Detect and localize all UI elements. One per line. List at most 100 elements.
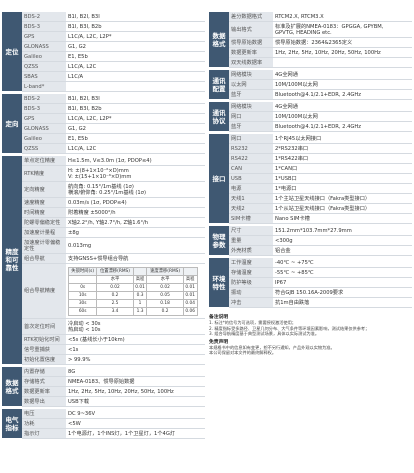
spec-row: 环境特性 工作温度 -40℃ ~ +75℃ xyxy=(209,258,412,308)
row-value: 1*USB口 xyxy=(273,173,412,184)
value-text: G1, G2 xyxy=(68,125,86,132)
spec-row: 数据格式 内置存储 8G xyxy=(2,367,205,407)
value-text: B1I, B2I, B3I xyxy=(68,13,100,20)
row-value: <1s xyxy=(66,344,205,355)
group-label: 数据格式 xyxy=(209,12,229,68)
spec-row: 网口 10M/100M以太网 xyxy=(209,111,412,122)
spec-row: 信号重捕获 <1s xyxy=(2,344,205,355)
value-text: ±8g xyxy=(68,229,79,236)
row-name: RTK初始化时间 xyxy=(22,334,66,345)
disclaimer-line: 本规格书中的信息如有变更，恕不另行通知，产品外观以实物为准。 xyxy=(209,345,335,351)
value-text: 1*USB口 xyxy=(275,175,297,182)
spec-row: 组合导航精度 失锁时间(s) 位置漂移(RMS) 速度漂移(RMS) 水平 高程 水平 高程 0… xyxy=(2,263,205,319)
gap-cell xyxy=(209,67,412,70)
spec-row: 陀螺零偏稳定性 X轴2.2°/h, Y轴2.7°/h, Z轴1.6°/h xyxy=(2,217,205,228)
row-value: 1*CAN口 xyxy=(273,163,412,174)
nav-cell: 3.4 xyxy=(96,306,134,316)
value-text: <5s (基线长小于10km) xyxy=(68,336,125,343)
row-name: 内置存储 xyxy=(22,367,66,377)
row-name: 加速度计量程 xyxy=(22,227,66,238)
row-name: 蓝牙 xyxy=(229,121,273,132)
row-value: L1C/A, L2C xyxy=(66,61,205,72)
row-value: B1I, B3I, B2b xyxy=(66,103,205,114)
value-text: 0.03m/s (1σ, PDOP≤4) xyxy=(68,199,127,206)
value-text: 4G全网通 xyxy=(275,71,298,78)
left-column: 定位 BDS-2 B1I, B2I, B3I BDS-3 B1I, B3I, B2b GP… xyxy=(2,12,205,441)
row-name: RTK精度 xyxy=(22,165,66,182)
row-name: BDS-3 xyxy=(22,21,66,32)
gap-cell xyxy=(209,99,412,102)
row-value: 1Hz, 2Hz, 5Hz, 10Hz, 20Hz, 50Hz, 100Hz xyxy=(273,47,412,58)
spec-body: 定位 BDS-2 B1I, B2I, B3I BDS-3 B1I, B3I, B2b GP… xyxy=(2,12,205,441)
value-text: DC 9~36V xyxy=(68,410,96,417)
row-name: 惯导原始数据 xyxy=(229,37,273,48)
group-gap xyxy=(2,153,205,156)
value-text: 151.2mm*103.7mm*27.9mm xyxy=(275,227,352,234)
value-line: 横滚/俯仰角: 0.25°/1m基线 (1σ) xyxy=(68,189,146,196)
nav-head-cell xyxy=(132,266,148,276)
row-value: -55℃ ~ +85℃ xyxy=(273,267,412,278)
spec-row: 以太网 10M/100M以太网 xyxy=(209,79,412,90)
value-text: L1C/A, L2C xyxy=(68,145,97,152)
spec-row: SIM卡槽 Nano SIM卡槽 xyxy=(209,213,412,224)
spec-row: 初始化置信度 > 99.9% xyxy=(2,354,205,365)
note-line: 3. 组合导航精度基于典型测试场景，具体以实际测试为准。 xyxy=(209,331,320,337)
notes-title: 备注说明 xyxy=(209,315,229,320)
value-line: V: ±(15+1×10⁻⁶×D)mm xyxy=(68,173,132,180)
spec-row: 加速度计零偏稳定性 0.013mg xyxy=(2,237,205,254)
row-value: 151.2mm*103.7mm*27.9mm xyxy=(273,226,412,236)
value-text: B1I, B3I, B2b xyxy=(68,105,102,112)
row-name: 网口 xyxy=(229,134,273,144)
spec-row: 通讯配置 网络模块 4G全网通 xyxy=(209,70,412,100)
row-name: 输出格式 xyxy=(229,21,273,38)
group-gap xyxy=(2,438,205,441)
spec-row: 数据格式 差分数据格式 RTCM2.X, RTCM3.X xyxy=(209,12,412,68)
spec-row: GPS L1C/A, L2C, L2P* xyxy=(2,113,205,124)
gap-cell xyxy=(2,364,205,367)
value-text: USB下载 xyxy=(68,398,90,405)
nav-cell: 1 xyxy=(132,298,148,308)
group-label: 电气指标 xyxy=(2,409,22,439)
nav-cell: 0.01 xyxy=(182,282,198,292)
row-name: 防护等级 xyxy=(229,277,273,288)
value-text: 1个从站卫星天线接口（Fakra类型接口） xyxy=(275,205,371,212)
spec-row: 天线1 1个主站卫星天线接口（Fakra类型接口） xyxy=(209,193,412,204)
spec-row: 振动 符合GJB 150.16A-2009要求 xyxy=(209,287,412,298)
spec-row: 电气指标 电压 DC 9~36V xyxy=(2,409,205,439)
spec-row: 指示灯 1个电源灯，1个INS灯，1个卫星灯，1个4G灯 xyxy=(2,428,205,439)
value-text: E1, E5b xyxy=(68,53,88,60)
group-gap xyxy=(2,406,205,409)
group-gap xyxy=(209,67,412,70)
value-text: 1Hz, 2Hz, 5Hz, 10Hz, 20Hz, 50Hz, 100Hz xyxy=(275,49,381,56)
spec-row: 组合导航 支持GNSS+惯导组合导航 xyxy=(2,253,205,264)
value-text: G1, G2 xyxy=(68,43,86,50)
value-text: > 99.9% xyxy=(68,356,91,363)
row-value: 10M/100M以太网 xyxy=(273,79,412,90)
spec-row: 存储温度 -55℃ ~ +85℃ xyxy=(209,267,412,278)
row-value: 冷启动 < 30s 热启动 < 10s xyxy=(66,318,205,335)
value-text: L1C/A xyxy=(68,73,84,80)
value-text: X轴2.2°/h, Y轴2.7°/h, Z轴1.6°/h xyxy=(68,219,149,226)
row-name: 工作温度 xyxy=(229,258,273,268)
group-label: 接口 xyxy=(209,134,229,224)
value-text: 8G xyxy=(68,368,76,375)
nav-cell: 1.3 xyxy=(132,306,148,316)
nav-head-cell xyxy=(182,266,198,276)
spec-row: 定位 BDS-2 B1I, B2I, B3I xyxy=(2,12,205,92)
nav-row: 0s 0.02 0.01 0.02 0.01 xyxy=(67,282,198,292)
value-text: Bluetooth@4.1/2.1+EDR, 2.4GHz xyxy=(275,91,362,98)
row-value: 失锁时间(s) 位置漂移(RMS) 速度漂移(RMS) 水平 高程 水平 高程 0s 0.02 0… xyxy=(66,263,205,319)
value-line: 热启动 < 10s xyxy=(68,326,101,333)
spec-row: RTK初始化时间 <5s (基线长小于10km) xyxy=(2,334,205,345)
value-text: 10M/100M以太网 xyxy=(275,81,318,88)
notes-lines: 1. 标注*的信号为可选项，需要授权激活使用； 2. 精度指标受多路径、卫星几何分… xyxy=(209,320,409,336)
row-value: RTCM2.X, RTCM3.X xyxy=(273,12,412,22)
row-value: X轴2.2°/h, Y轴2.7°/h, Z轴1.6°/h xyxy=(66,217,205,228)
row-name: 时间精度 xyxy=(22,207,66,218)
spec-row: 物理参数 尺寸 151.2mm*103.7mm*27.9mm xyxy=(209,226,412,256)
group-gap xyxy=(209,307,412,310)
row-value: 10M/100M以太网 xyxy=(273,111,412,122)
group-label: 环境特性 xyxy=(209,258,229,308)
row-name: 双天线数据率 xyxy=(229,57,273,68)
spec-row: 输出格式 标准及扩展的NMEA-0183：GPGGA, GPYBM, GPVTG, … xyxy=(209,21,412,38)
